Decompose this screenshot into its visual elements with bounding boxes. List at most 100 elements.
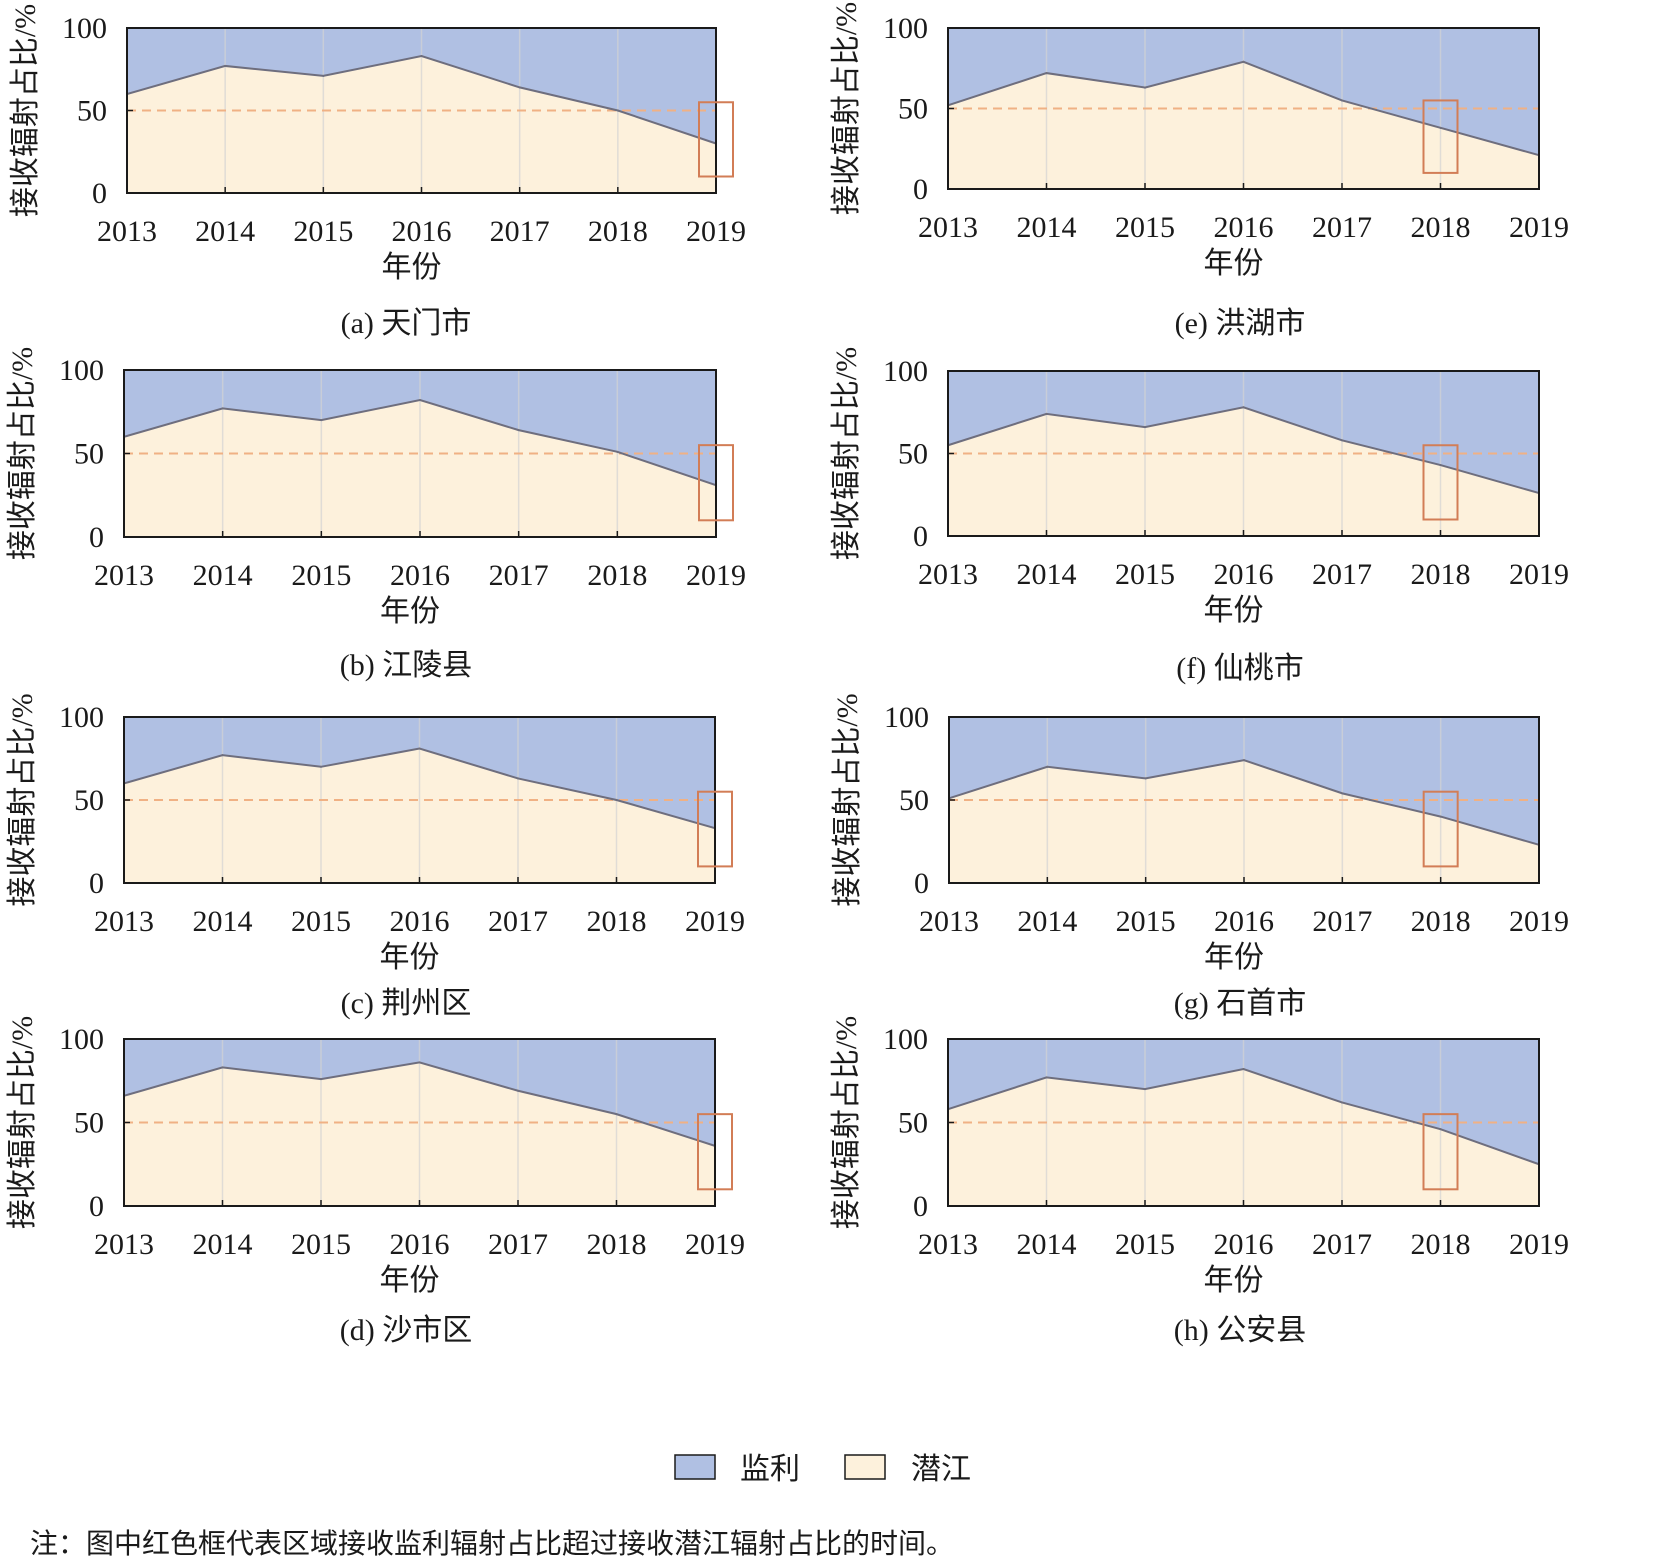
chart-panel-7: 0 50 100 2013 2014 2015 2016 2017 2018 2019 年份 接收辐射… <box>830 1016 1569 1347</box>
x-tick-label-2015-2: 2015 <box>291 905 351 938</box>
data-point-2016-4 <box>1242 60 1245 63</box>
data-point-2014-2 <box>221 754 224 757</box>
data-point-2014-3 <box>221 1066 224 1069</box>
x-tick-label-2014-5: 2014 <box>1017 558 1077 591</box>
highlight-box-4 <box>1422 99 1459 174</box>
x-tick-label-2014-3: 2014 <box>193 1228 253 1261</box>
data-point-2014-7 <box>1045 1076 1048 1079</box>
chart-panel-3: 0 50 100 2013 2014 2015 2016 2017 2018 2019 年份 接收辐射… <box>6 1016 745 1347</box>
data-point-2017-5 <box>1341 439 1343 442</box>
x-tick-label-2013-3: 2013 <box>94 1228 154 1261</box>
x-axis-title-0: 年份 <box>382 251 442 284</box>
x-tick-label-2017-2: 2017 <box>488 905 548 938</box>
x-tick-label-2018-5: 2018 <box>1411 558 1471 591</box>
panel-caption-4: (e) 洪湖市 <box>1175 307 1306 340</box>
x-tick-label-2015-5: 2015 <box>1115 558 1175 591</box>
data-point-2015-6 <box>1144 777 1147 780</box>
y-tick-label-0-4: 0 <box>913 173 928 206</box>
data-point-2015-1 <box>320 419 323 422</box>
chart-panel-5: 0 50 100 2013 2014 2015 2016 2017 2018 2019 年份 接收辐射… <box>830 347 1569 685</box>
highlight-box-6 <box>1422 790 1459 868</box>
area-jianli-7 <box>948 1039 1539 1165</box>
data-point-2017-4 <box>1341 99 1343 102</box>
y-tick-label-100-1: 100 <box>59 354 104 387</box>
data-point-2018-1 <box>616 450 619 453</box>
area-jianli-2 <box>124 717 715 829</box>
y-tick-label-0-5: 0 <box>913 520 928 553</box>
data-point-2015-0 <box>322 74 325 77</box>
area-jianli-4 <box>948 28 1539 156</box>
x-tick-label-2015-6: 2015 <box>1116 905 1176 938</box>
x-tick-label-2016-3: 2016 <box>390 1228 450 1261</box>
data-point-2016-1 <box>419 399 421 402</box>
x-tick-label-2018-4: 2018 <box>1411 211 1471 244</box>
data-point-2015-5 <box>1144 426 1146 429</box>
y-axis-title-2: 接收辐射占比/% <box>6 693 39 906</box>
panel-caption-0: (a) 天门市 <box>341 307 472 340</box>
y-axis-title-4: 接收辐射占比/% <box>830 2 863 215</box>
x-tick-label-2017-1: 2017 <box>489 559 549 592</box>
area-jianli-6 <box>949 717 1539 845</box>
x-tick-label-2013-6: 2013 <box>919 905 979 938</box>
data-point-2015-2 <box>320 765 322 768</box>
data-point-2018-0 <box>616 109 619 112</box>
x-tick-label-2016-1: 2016 <box>390 559 450 592</box>
data-point-2016-5 <box>1242 406 1245 409</box>
data-point-2018-7 <box>1439 1128 1442 1131</box>
x-axis-title-4: 年份 <box>1204 247 1264 280</box>
x-tick-label-2013-2: 2013 <box>94 905 154 938</box>
chart-panel-6: 0 50 100 2013 2014 2015 2016 2017 2018 2019 年份 接收辐射… <box>831 693 1569 1020</box>
data-point-2017-0 <box>518 86 521 89</box>
y-tick-label-50-6: 50 <box>899 784 929 817</box>
x-tick-label-2018-0: 2018 <box>588 215 648 248</box>
x-tick-label-2019-1: 2019 <box>686 559 746 592</box>
highlight-box-0 <box>698 101 734 178</box>
x-axis-title-6: 年份 <box>1204 941 1264 974</box>
x-tick-label-2019-3: 2019 <box>685 1228 745 1261</box>
y-axis-title-5: 接收辐射占比/% <box>830 347 863 560</box>
y-tick-label-0-6: 0 <box>914 867 929 900</box>
y-tick-label-100-6: 100 <box>884 701 929 734</box>
y-tick-label-100-3: 100 <box>59 1023 104 1056</box>
y-axis-title-0: 接收辐射占比/% <box>9 4 42 217</box>
area-jianli-3 <box>124 1039 715 1146</box>
y-tick-label-50-7: 50 <box>898 1107 928 1140</box>
y-tick-label-50-1: 50 <box>74 438 104 471</box>
chart-panel-0: 0 50 100 2013 2014 2015 2016 2017 2018 2019 年份 接收辐射… <box>9 4 746 340</box>
x-tick-label-2014-0: 2014 <box>195 215 255 248</box>
legend-swatch-0 <box>674 1454 716 1480</box>
data-point-2018-6 <box>1439 815 1442 818</box>
y-axis-title-6: 接收辐射占比/% <box>831 693 864 906</box>
y-tick-label-100-7: 100 <box>883 1023 928 1056</box>
x-tick-label-2019-6: 2019 <box>1509 905 1569 938</box>
x-tick-label-2013-5: 2013 <box>918 558 978 591</box>
y-tick-label-100-5: 100 <box>883 355 928 388</box>
x-tick-label-2019-4: 2019 <box>1509 211 1569 244</box>
x-tick-label-2014-7: 2014 <box>1017 1228 1077 1261</box>
highlight-box-1 <box>698 444 734 522</box>
x-tick-label-2013-7: 2013 <box>918 1228 978 1261</box>
panel-caption-3: (d) 沙市区 <box>340 1314 472 1347</box>
y-tick-label-50-5: 50 <box>898 438 928 471</box>
x-axis-title-7: 年份 <box>1204 1264 1264 1297</box>
data-point-2018-5 <box>1439 464 1442 467</box>
data-point-2015-3 <box>320 1078 322 1081</box>
x-tick-label-2017-5: 2017 <box>1312 558 1372 591</box>
data-point-2017-6 <box>1341 792 1344 795</box>
x-tick-label-2014-4: 2014 <box>1017 211 1077 244</box>
x-axis-title-3: 年份 <box>380 1264 440 1297</box>
y-tick-label-50-0: 50 <box>77 95 107 128</box>
x-tick-label-2017-7: 2017 <box>1312 1228 1372 1261</box>
x-tick-label-2019-0: 2019 <box>686 215 746 248</box>
highlight-box-3 <box>697 1113 733 1191</box>
x-tick-label-2015-0: 2015 <box>293 215 353 248</box>
data-point-2017-3 <box>517 1089 519 1092</box>
data-point-2018-2 <box>615 799 618 801</box>
area-jianli-1 <box>124 370 716 486</box>
x-tick-label-2015-3: 2015 <box>291 1228 351 1261</box>
x-tick-label-2018-7: 2018 <box>1411 1228 1471 1261</box>
x-tick-label-2016-6: 2016 <box>1214 905 1274 938</box>
legend: 监利 潜江 <box>674 1453 971 1486</box>
